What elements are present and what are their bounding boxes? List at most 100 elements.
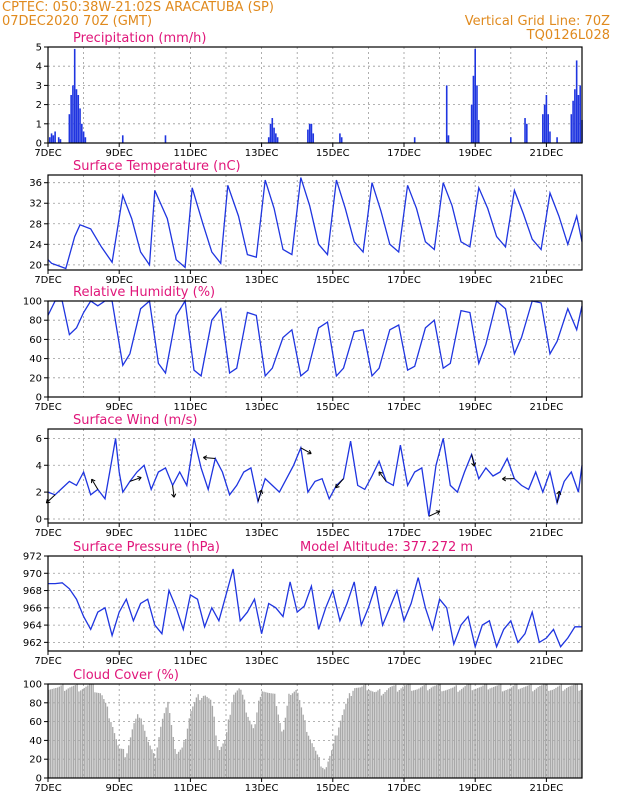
cloud-bar	[315, 750, 317, 778]
panel-frame	[47, 428, 583, 524]
cloud-bar	[329, 755, 331, 778]
x-tick-label: 21DEC	[530, 402, 564, 413]
cloud-bar	[199, 700, 201, 778]
cloud-bar	[430, 687, 433, 778]
cloud-bar	[115, 739, 117, 778]
cloud-bar	[291, 693, 294, 778]
cloud-bar	[389, 686, 392, 778]
cloud-bar	[172, 736, 174, 778]
cloud-bar	[71, 686, 73, 778]
y-tick-label: 80	[29, 316, 42, 327]
precip-bar	[59, 139, 62, 143]
precip-bar	[340, 137, 343, 143]
y-tick-label: 5	[36, 43, 42, 54]
cloud-bar	[578, 690, 580, 778]
wind-arrow-head	[471, 462, 477, 467]
cloud-bar	[240, 689, 242, 778]
panel-cloud: 0 20 40 60 80 100 7DEC 9DEC 11DEC 13DEC 15DEC 17DEC…	[23, 668, 583, 794]
y-tick-label: 60	[29, 717, 42, 728]
cloud-bar	[373, 692, 376, 778]
cloud-bar	[185, 738, 187, 778]
cloud-bar	[521, 687, 523, 778]
cloud-bar	[357, 687, 360, 778]
cloud-bar	[341, 715, 344, 778]
cloud-bar	[437, 684, 440, 778]
precip-bar	[579, 85, 582, 143]
cloud-bar	[469, 684, 472, 778]
y-tick-label: 0	[36, 139, 42, 150]
cloud-bar	[158, 737, 160, 778]
y-tick-label: 962	[23, 638, 42, 649]
y-tick-label: 28	[29, 219, 42, 230]
cloud-bar	[236, 690, 239, 778]
cloud-bar	[546, 684, 548, 778]
x-tick-label: 7DEC	[34, 656, 61, 667]
cloud-bar	[211, 705, 214, 778]
wind-arrow-head	[556, 490, 562, 495]
cloud-bar	[103, 699, 105, 778]
cloud-bar	[516, 684, 518, 778]
cloud-bar	[323, 769, 326, 778]
temp-line	[47, 177, 583, 270]
cloud-bar	[144, 730, 146, 778]
wind-title: Surface Wind (m/s)	[73, 413, 197, 428]
cloud-bar	[88, 684, 91, 778]
cloud-bar	[279, 723, 281, 778]
cloud-bar	[138, 717, 141, 778]
precip-bar	[50, 133, 53, 143]
cloud-bar	[382, 693, 384, 778]
cloud-bar	[553, 689, 555, 778]
cloud-bar	[446, 689, 449, 778]
x-tick-label: 7DEC	[34, 528, 61, 539]
cloud-bar	[272, 693, 274, 778]
y-tick-label: 2	[36, 488, 42, 499]
cloud-bar	[512, 685, 514, 778]
cloud-bar	[352, 690, 354, 778]
cloud-bar	[453, 686, 456, 778]
cloud-bar	[574, 684, 577, 778]
wind-arrow	[129, 476, 142, 482]
cloud-bar	[193, 701, 196, 778]
cloud-bar	[94, 692, 96, 778]
cloud-bar	[377, 690, 379, 778]
cloud-bar	[188, 718, 190, 778]
cloud-bar	[266, 692, 269, 778]
cloud-bar	[249, 720, 251, 778]
panel-frame	[47, 555, 583, 652]
precip-bar	[474, 48, 476, 143]
cloud-bar	[72, 685, 75, 778]
cloud-bar	[290, 694, 292, 778]
cloud-bar	[69, 687, 71, 778]
cloud-bar	[129, 737, 132, 778]
cloud-bar	[421, 686, 424, 778]
cloud-bar	[270, 693, 272, 778]
y-tick-label: 20	[29, 373, 42, 384]
cloud-bar	[555, 687, 557, 778]
cloud-bar	[412, 690, 415, 778]
y-tick-label: 20	[29, 755, 42, 766]
precip-bar	[275, 133, 277, 143]
cloud-bar	[313, 746, 315, 778]
wind-arrow-head	[203, 455, 208, 461]
cloud-bar	[302, 714, 304, 778]
panel-precip: 0 1 2 3 4 5 7DEC 9DEC 11DEC 13DEC 15DEC 17DEC 19DEC 2…	[34, 31, 583, 159]
precip-title: Precipitation (mm/h)	[73, 31, 206, 46]
pressure-title: Surface Pressure (hPa)	[73, 540, 220, 555]
cloud-bar	[242, 694, 244, 778]
rh-line	[47, 299, 583, 378]
cloud-bar	[354, 688, 356, 778]
cloud-bar	[208, 698, 210, 778]
cloud-bar	[124, 757, 126, 778]
x-tick-label: 13DEC	[245, 275, 279, 286]
cloud-bar	[76, 684, 78, 778]
cloud-bar	[487, 689, 489, 778]
cloud-bar	[165, 707, 167, 778]
cloud-bar	[64, 690, 66, 778]
panel-temp: 20 24 28 32 36 7DEC 9DEC 11DEC 13DEC 15DEC 17DEC 19…	[29, 159, 583, 286]
cloud-bar	[405, 684, 408, 778]
cloud-bar	[133, 723, 135, 778]
cloud-bar	[106, 706, 109, 778]
cloud-bar	[558, 685, 561, 778]
cloud-bar	[128, 745, 130, 778]
cloud-bar	[418, 688, 420, 778]
